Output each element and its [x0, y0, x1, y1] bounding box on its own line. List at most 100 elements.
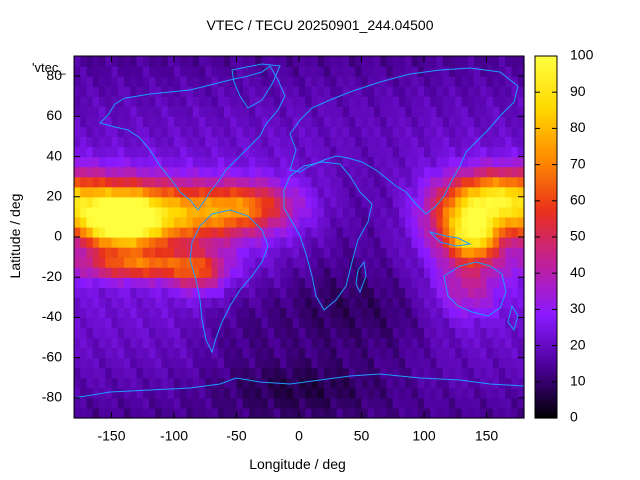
heatmap-cell: [99, 76, 106, 87]
heatmap-cell: [342, 377, 350, 389]
heatmap-cell: [442, 277, 450, 288]
heatmap-cell: [392, 96, 400, 107]
heatmap-cell: [136, 126, 144, 138]
heatmap-cell: [199, 297, 206, 308]
heatmap-cell: [80, 357, 88, 369]
heatmap-cell: [311, 337, 319, 349]
heatmap-cell: [217, 56, 225, 67]
coastlines: [73, 63, 525, 419]
heatmap-cell: [186, 206, 194, 218]
heatmap-cell: [411, 206, 419, 218]
heatmap-cell: [511, 347, 519, 359]
heatmap-cell: [367, 176, 375, 188]
heatmap-cell: [242, 86, 250, 97]
heatmap-cell: [199, 257, 206, 268]
heatmap-cell: [286, 367, 294, 379]
heatmap-cell: [92, 66, 100, 77]
heatmap-cell: [511, 176, 519, 188]
heatmap-cell: [111, 307, 119, 319]
colorbar-swatch: [535, 194, 557, 199]
heatmap-cell: [299, 307, 306, 319]
heatmap-cell: [242, 126, 250, 138]
heatmap-cell: [186, 237, 194, 248]
heatmap-cell: [217, 287, 225, 298]
heatmap-cell: [217, 136, 225, 148]
heatmap-cell: [155, 116, 163, 127]
heatmap-cell: [467, 317, 475, 329]
heatmap-cell: [149, 367, 156, 379]
heatmap-cell: [111, 317, 119, 329]
heatmap-cell: [330, 297, 338, 308]
heatmap-cell: [436, 317, 444, 329]
heatmap-cell: [236, 156, 244, 168]
heatmap-cell: [161, 277, 169, 288]
heatmap-cell: [255, 186, 263, 198]
heatmap-cell: [367, 257, 375, 268]
heatmap-cell: [324, 287, 331, 298]
heatmap-cell: [355, 347, 363, 359]
heatmap-cell: [86, 216, 94, 228]
heatmap-cell: [255, 66, 263, 77]
heatmap-cell: [236, 387, 244, 399]
heatmap-cell: [242, 226, 250, 238]
colorbar-tick-label: 100: [570, 47, 594, 63]
heatmap-cell: [167, 357, 175, 369]
heatmap-cell: [142, 126, 150, 138]
heatmap-cell: [361, 216, 369, 228]
heatmap-cell: [280, 397, 288, 409]
heatmap-cell: [292, 56, 300, 67]
colorbar-swatch: [535, 339, 557, 344]
heatmap-cell: [217, 66, 225, 77]
heatmap-cell: [92, 196, 100, 208]
heatmap-cell: [280, 176, 288, 188]
heatmap-cell: [280, 317, 288, 329]
heatmap-cell: [505, 166, 513, 178]
heatmap-cell: [286, 337, 294, 349]
heatmap-cell: [142, 106, 150, 117]
heatmap-cell: [242, 216, 250, 228]
heatmap-cell: [180, 166, 188, 178]
heatmap-cell: [242, 136, 250, 148]
heatmap-cell: [280, 76, 288, 87]
heatmap-cell: [74, 176, 81, 188]
heatmap-cell: [499, 257, 506, 268]
colorbar-swatch: [535, 252, 557, 256]
heatmap-cell: [442, 136, 450, 148]
heatmap-cell: [124, 307, 131, 319]
heatmap-cell: [124, 76, 131, 87]
heatmap-cell: [517, 146, 525, 158]
heatmap-cell: [242, 176, 250, 188]
colorbar-swatch: [535, 149, 557, 154]
heatmap-cell: [474, 136, 481, 148]
heatmap-cell: [267, 287, 275, 298]
heatmap-cell: [486, 267, 494, 278]
heatmap-cell: [336, 156, 344, 168]
heatmap-cell: [349, 206, 356, 218]
heatmap-cell: [330, 317, 338, 329]
heatmap-cell: [486, 206, 494, 218]
heatmap-cell: [361, 337, 369, 349]
heatmap-cell: [417, 106, 425, 117]
heatmap-cell: [199, 126, 206, 138]
heatmap-cell: [461, 76, 469, 87]
heatmap-cell: [130, 166, 138, 178]
heatmap-cell: [117, 237, 125, 248]
heatmap-cell: [342, 216, 350, 228]
heatmap-cell: [299, 166, 306, 178]
heatmap-cell: [205, 126, 213, 138]
heatmap-cell: [199, 116, 206, 127]
heatmap-cell: [286, 166, 294, 178]
heatmap-cell: [411, 327, 419, 339]
heatmap-cell: [286, 76, 294, 87]
heatmap-cell: [424, 206, 431, 218]
heatmap-cell: [142, 176, 150, 188]
heatmap-cell: [255, 136, 263, 148]
heatmap-cell: [442, 247, 450, 258]
heatmap-cell: [305, 317, 313, 329]
heatmap-cell: [461, 247, 469, 258]
heatmap-cell: [480, 166, 488, 178]
heatmap-cell: [155, 327, 163, 339]
heatmap-cell: [424, 166, 431, 178]
heatmap-cell: [486, 407, 494, 419]
heatmap-cell: [492, 387, 500, 399]
